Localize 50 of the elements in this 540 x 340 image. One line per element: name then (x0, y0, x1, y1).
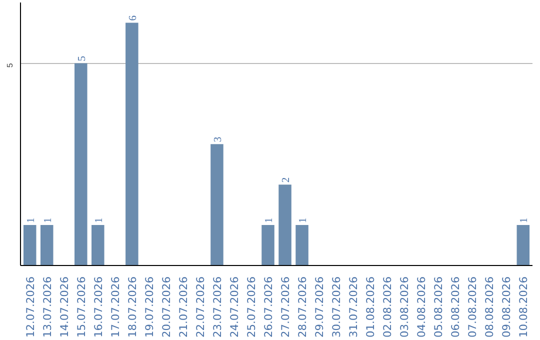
data-label: 1 (42, 218, 54, 224)
data-label: 1 (519, 218, 530, 224)
x-tick-label: 26.07.2026 (262, 276, 275, 338)
x-tick-label: 04.08.2026 (415, 276, 428, 338)
data-label: 1 (298, 218, 310, 224)
bar (126, 22, 138, 266)
x-tick-label: 13.07.2026 (40, 276, 54, 338)
x-tick-label: 27.07.2026 (279, 276, 292, 338)
x-tick-label: 06.08.2026 (449, 276, 462, 338)
x-tick-label: 25.07.2026 (244, 276, 258, 338)
x-tick-label: 01.08.2026 (364, 276, 378, 338)
data-label: 6 (128, 14, 139, 21)
bar (262, 225, 274, 266)
bar (23, 225, 36, 266)
x-tick-label: 20.07.2026 (160, 276, 173, 338)
x-tick-label: 08.08.2026 (483, 276, 496, 338)
x-tick-label: 07.08.2026 (466, 276, 480, 338)
x-tick-label: 24.07.2026 (228, 276, 241, 338)
data-label: 3 (212, 136, 224, 142)
x-tick-label: 31.07.2026 (347, 276, 360, 338)
bar (296, 225, 308, 266)
x-tick-label: 16.07.2026 (92, 276, 105, 338)
x-tick-label: 23.07.2026 (210, 276, 224, 338)
x-tick-label: 19.07.2026 (142, 276, 156, 338)
x-tick-label: 14.07.2026 (58, 276, 71, 338)
x-tick-label: 28.07.2026 (296, 276, 310, 338)
x-tick-label: 21.07.2026 (176, 276, 190, 338)
x-tick-label: 30.07.2026 (330, 276, 344, 338)
x-tick-label: 17.07.2026 (108, 276, 122, 338)
x-tick-label: 10.08.2026 (517, 276, 530, 338)
x-tick-label: 05.08.2026 (432, 276, 446, 338)
data-label: 1 (94, 218, 105, 224)
x-tick-label: 15.07.2026 (74, 276, 88, 338)
x-tick-label: 09.08.2026 (500, 276, 514, 338)
bar (74, 63, 88, 266)
x-tick-label: 02.08.2026 (381, 276, 394, 338)
bar (210, 144, 224, 266)
bar (92, 225, 104, 266)
x-tick-label: 03.08.2026 (398, 276, 412, 338)
data-label: 5 (76, 56, 88, 62)
x-tick-label: 29.07.2026 (313, 276, 326, 338)
data-label: 1 (264, 218, 275, 224)
bar (40, 225, 54, 266)
x-tick-label: 18.07.2026 (126, 276, 139, 338)
x-tick-label: 22.07.2026 (194, 276, 207, 338)
bar (278, 184, 292, 266)
data-label: 2 (281, 177, 292, 183)
bar (516, 225, 530, 266)
x-tick-label: 12.07.2026 (24, 276, 37, 338)
data-label: 1 (26, 218, 37, 224)
